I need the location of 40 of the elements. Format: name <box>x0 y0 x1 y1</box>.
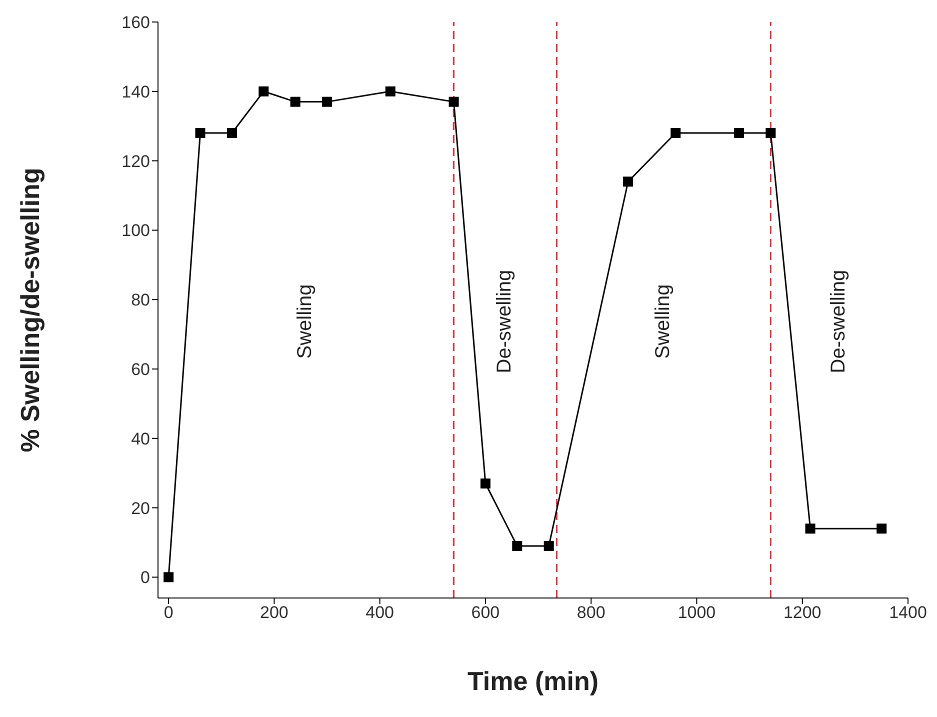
point <box>623 176 634 187</box>
point <box>766 128 776 138</box>
y-tick-label: 20 <box>131 498 150 518</box>
y-tick-label: 0 <box>140 568 150 588</box>
x-tick-label: 0 <box>164 603 174 622</box>
point <box>448 96 459 107</box>
y-tick-label: 80 <box>131 290 150 310</box>
point <box>544 540 554 551</box>
point <box>258 86 269 96</box>
point <box>195 128 206 138</box>
y-axis-title: % Swelling/de-swelling <box>15 168 46 452</box>
point <box>290 96 300 107</box>
x-axis-title: Time (min) <box>468 666 598 696</box>
x-tick-label: 200 <box>260 603 288 622</box>
x-tick-label: 1200 <box>783 603 822 622</box>
y-tick-label: 140 <box>122 82 150 102</box>
x-tick-label: 1400 <box>889 603 927 622</box>
x-tick-label: 600 <box>471 603 500 622</box>
y-tick-label: 40 <box>131 429 150 448</box>
annotation: De-swelling <box>828 270 850 374</box>
point <box>734 128 744 138</box>
point <box>226 128 237 138</box>
point <box>322 96 332 107</box>
point <box>805 524 816 534</box>
point <box>164 572 174 582</box>
point <box>480 478 490 488</box>
point <box>876 524 887 534</box>
annotation: De-swelling <box>494 270 516 374</box>
y-tick-label: 160 <box>122 13 150 32</box>
x-tick-label: 1000 <box>678 603 716 622</box>
point <box>385 86 396 96</box>
point <box>670 128 681 138</box>
point <box>512 540 522 551</box>
y-tick-label: 60 <box>131 360 150 380</box>
x-tick-label: 400 <box>366 603 394 622</box>
x-tick-label: 800 <box>576 603 606 622</box>
annotation: Swelling <box>294 284 316 359</box>
annotation: Swelling <box>652 284 674 359</box>
y-tick-label: 120 <box>122 152 150 171</box>
y-tick-label: 100 <box>122 221 150 240</box>
